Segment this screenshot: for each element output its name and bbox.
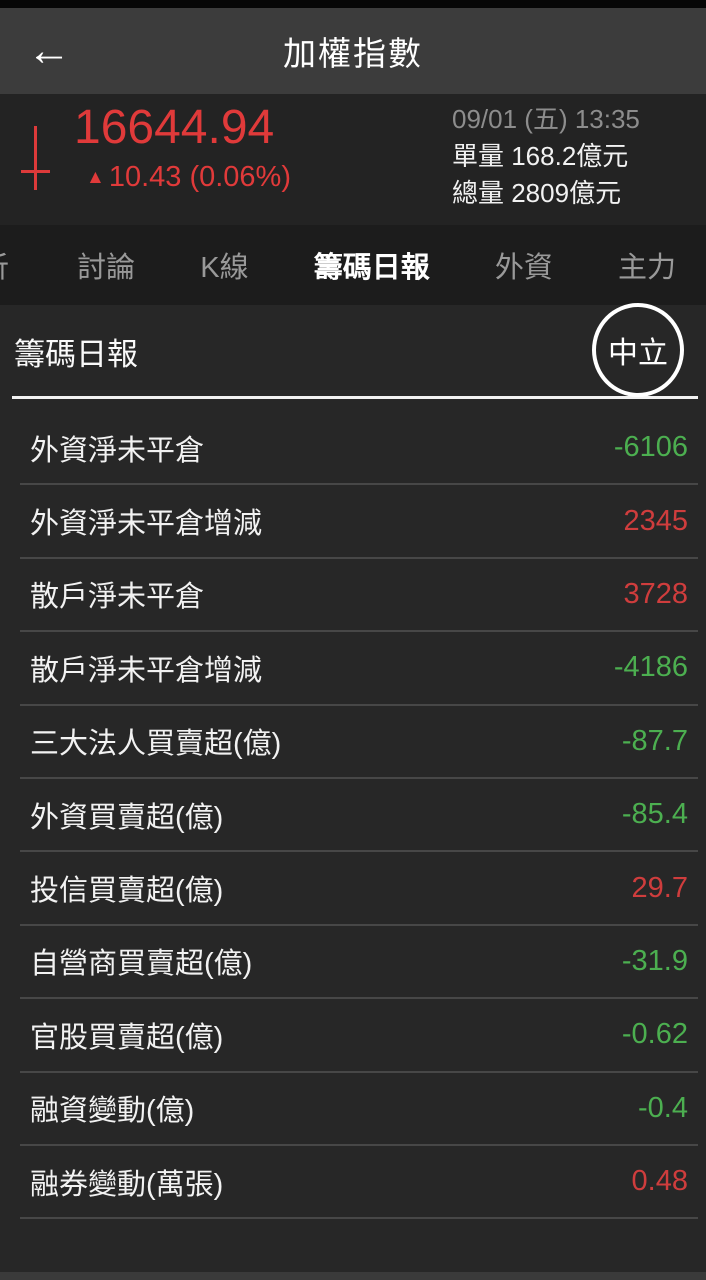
quote-info: 09/01 (五) 13:35 單量 168.2億元 總量 2809億元 [452, 101, 640, 212]
table-row: 融資變動(億) -0.4 [20, 1073, 698, 1146]
status-bar [0, 0, 706, 8]
table-row: 官股買賣超(億) -0.62 [20, 999, 698, 1073]
table-row: 融券變動(萬張) 0.48 [20, 1146, 698, 1220]
up-triangle-icon: ▲ [86, 166, 105, 188]
table-row: 散戶淨未平倉增減 -4186 [20, 632, 698, 706]
table-row: 外資淨未平倉 -6106 [20, 412, 698, 486]
tab-3[interactable]: 籌碼日報 [313, 252, 430, 284]
total-volume: 總量 2809億元 [452, 178, 622, 208]
row-label: 自營商買賣超(億) [30, 948, 253, 981]
back-button[interactable]: ← [14, 8, 84, 94]
table-row: 自營商買賣超(億) -31.9 [20, 926, 698, 1000]
quote-header: 16644.94 ▲ 10.43 (0.06%) 09/01 (五) 13:35… [0, 94, 706, 225]
back-arrow-icon: ← [27, 26, 71, 75]
tab-5[interactable]: 主力 [617, 252, 676, 284]
table-row: 外資淨未平倉增減 2345 [20, 485, 698, 559]
report-table: 外資淨未平倉 -6106 外資淨未平倉增減 2345 散戶淨未平倉 3728 散… [0, 399, 706, 1220]
row-label: 散戶淨未平倉 [30, 581, 205, 614]
index-price: 16644.94 [74, 101, 275, 154]
section-title: 籌碼日報 [14, 337, 138, 372]
badge-label: 中立 [608, 337, 668, 370]
app-bar: ← 加權指數 [0, 8, 706, 94]
row-label: 外資買賣超(億) [30, 801, 224, 834]
neutral-badge[interactable]: 中立 [592, 303, 684, 397]
row-label: 融資變動(億) [30, 1095, 195, 1128]
tab-1[interactable]: 討論 [77, 252, 136, 284]
tab-4[interactable]: 外資 [494, 252, 553, 284]
tab-bar: 析 討論 K線 籌碼日報 外資 主力 [0, 225, 706, 305]
row-value: 3728 [623, 577, 688, 610]
tab-2[interactable]: K線 [200, 252, 249, 284]
table-row: 投信買賣超(億) 29.7 [20, 852, 698, 926]
section-divider [12, 396, 698, 399]
row-value: 29.7 [631, 871, 688, 904]
row-label: 三大法人買賣超(億) [30, 728, 282, 761]
row-label: 融券變動(萬張) [30, 1168, 224, 1201]
bottom-nav-hint[interactable] [0, 1272, 706, 1280]
row-value: -31.9 [621, 944, 688, 977]
table-row: 三大法人買賣超(億) -87.7 [20, 706, 698, 779]
row-label: 官股買賣超(億) [30, 1021, 224, 1054]
row-label: 外資淨未平倉增減 [30, 508, 263, 541]
row-value: 2345 [623, 504, 688, 537]
content: 籌碼日報 中立 外資淨未平倉 -6106 外資淨未平倉增減 2345 散戶淨未平… [0, 303, 706, 1220]
table-row: 散戶淨未平倉 3728 [20, 559, 698, 633]
tab-partial-left[interactable]: 析 [0, 244, 12, 286]
row-value: -0.62 [621, 1018, 688, 1051]
table-row: 外資買賣超(億) -85.4 [20, 779, 698, 853]
unit-volume: 單量 168.2億元 [452, 141, 629, 171]
row-value: -4186 [613, 651, 688, 684]
row-value: -0.4 [638, 1091, 688, 1124]
row-value: -6106 [613, 431, 688, 464]
quote-datetime: 09/01 (五) 13:35 [452, 104, 640, 134]
row-value: -85.4 [621, 798, 688, 831]
row-value: 0.48 [631, 1165, 688, 1198]
row-label: 外資淨未平倉 [30, 434, 205, 467]
row-label: 散戶淨未平倉增減 [30, 654, 263, 687]
row-value: -87.7 [621, 724, 688, 757]
page-title: 加權指數 [283, 35, 423, 72]
change-value: 10.43 (0.06%) [108, 161, 291, 193]
section-header: 籌碼日報 中立 [0, 303, 706, 397]
index-change: ▲ 10.43 (0.06%) [86, 161, 291, 194]
row-label: 投信買賣超(億) [30, 875, 224, 908]
